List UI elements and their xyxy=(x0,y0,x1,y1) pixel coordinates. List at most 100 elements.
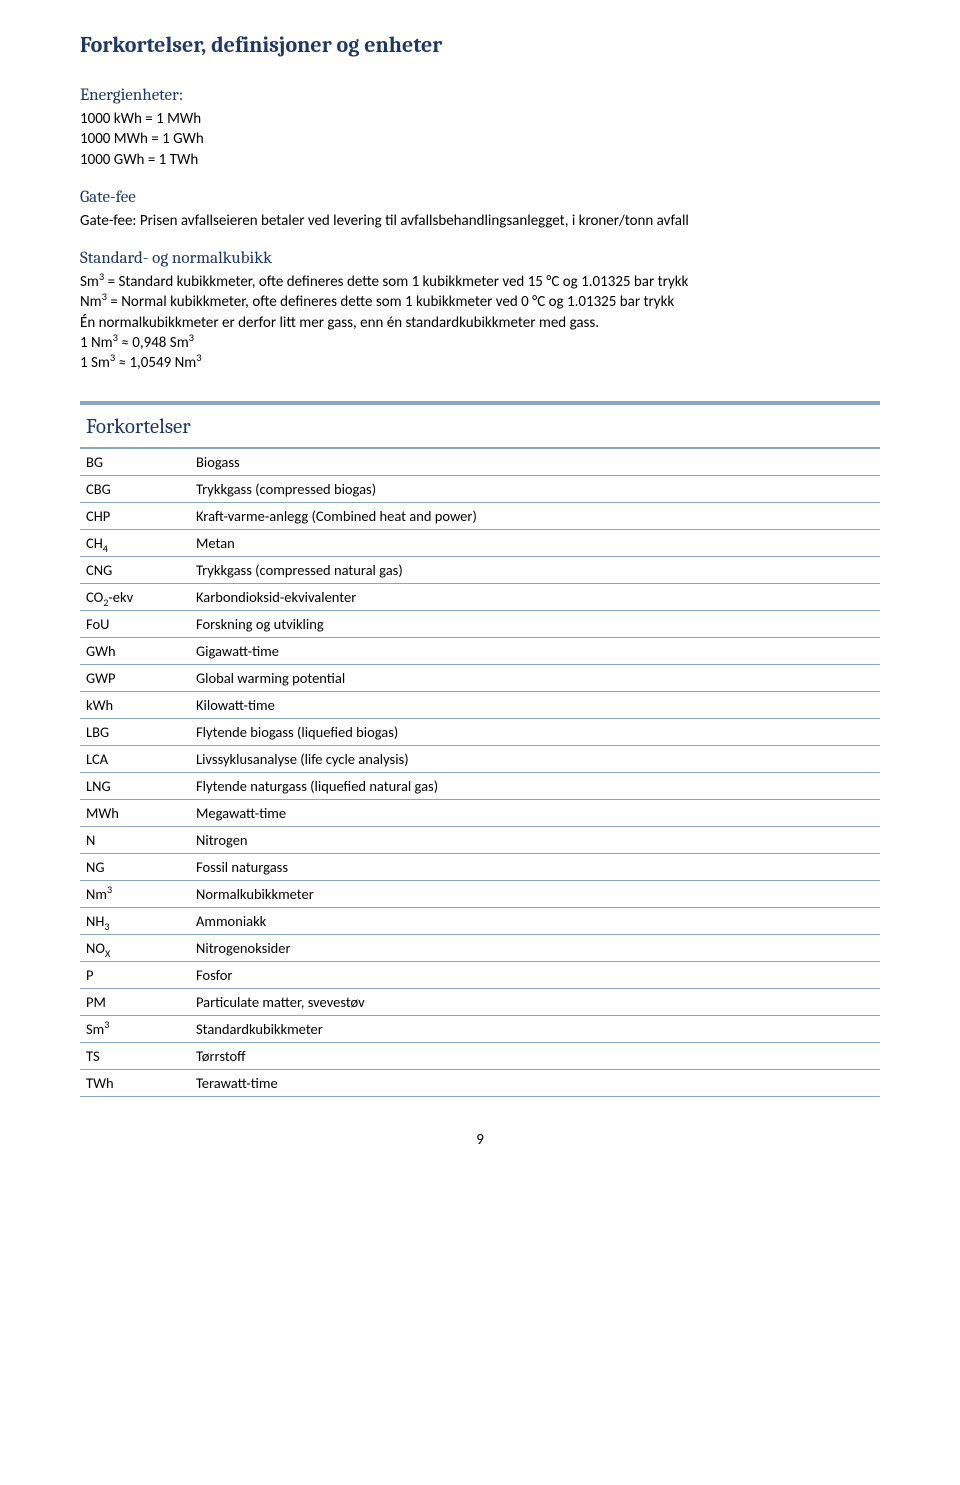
abbr-key: CHP xyxy=(80,503,190,530)
abbr-value: Ammoniakk xyxy=(190,908,880,935)
abbr-key: N xyxy=(80,827,190,854)
abbr-table-header: Forkortelser xyxy=(80,405,880,449)
text-fragment: = Standard kubikkmeter, ofte defineres d… xyxy=(104,273,688,291)
table-row: kWhKilowatt-time xyxy=(80,692,880,719)
energi-line: 1000 kWh = 1 MWh xyxy=(80,109,880,129)
abbr-value: Flytende naturgass (liquefied natural ga… xyxy=(190,773,880,800)
section-heading-gatefee: Gate-fee xyxy=(80,188,880,207)
text-fragment: = Normal kubikkmeter, ofte defineres det… xyxy=(107,293,674,311)
abbr-value: Standardkubikkmeter xyxy=(190,1016,880,1043)
abbr-key: CO2-ekv xyxy=(80,584,190,611)
text-fragment: 1 Sm xyxy=(80,354,110,372)
abbr-key: NH3 xyxy=(80,908,190,935)
abbr-value: Trykkgass (compressed natural gas) xyxy=(190,557,880,584)
abbr-value: Nitrogenoksider xyxy=(190,935,880,962)
table-row: LNGFlytende naturgass (liquefied natural… xyxy=(80,773,880,800)
abbr-value: Livssyklusanalyse (life cycle analysis) xyxy=(190,746,880,773)
table-row: CBGTrykkgass (compressed biogas) xyxy=(80,476,880,503)
abbr-key: NG xyxy=(80,854,190,881)
abbr-value: Flytende biogass (liquefied biogas) xyxy=(190,719,880,746)
kubikk-line-3: Én normalkubikkmeter er derfor litt mer … xyxy=(80,313,880,333)
table-row: TWhTerawatt-time xyxy=(80,1070,880,1097)
abbr-key: TWh xyxy=(80,1070,190,1097)
abbr-value: Fosfor xyxy=(190,962,880,989)
abbr-value: Terawatt-time xyxy=(190,1070,880,1097)
kubikk-line-2: Nm3 = Normal kubikkmeter, ofte defineres… xyxy=(80,292,880,312)
table-row: CH4Metan xyxy=(80,530,880,557)
abbr-value: Metan xyxy=(190,530,880,557)
abbr-value: Gigawatt-time xyxy=(190,638,880,665)
table-row: PFosfor xyxy=(80,962,880,989)
superscript: 3 xyxy=(196,351,201,364)
abbr-value: Kraft-varme-anlegg (Combined heat and po… xyxy=(190,503,880,530)
abbr-key: MWh xyxy=(80,800,190,827)
kubikk-line-5: 1 Sm3 ≈ 1,0549 Nm3 xyxy=(80,353,880,373)
abbr-key: LCA xyxy=(80,746,190,773)
abbr-key: P xyxy=(80,962,190,989)
abbr-key: NOX xyxy=(80,935,190,962)
table-row: LBGFlytende biogass (liquefied biogas) xyxy=(80,719,880,746)
table-row: GWPGlobal warming potential xyxy=(80,665,880,692)
energi-line: 1000 GWh = 1 TWh xyxy=(80,150,880,170)
energi-lines: 1000 kWh = 1 MWh 1000 MWh = 1 GWh 1000 G… xyxy=(80,109,880,170)
text-fragment: 1 Nm xyxy=(80,334,113,352)
table-row: Sm3Standardkubikkmeter xyxy=(80,1016,880,1043)
document-page: Forkortelser, definisjoner og enheter En… xyxy=(0,0,960,1189)
text-fragment: Sm xyxy=(80,273,99,291)
energi-line: 1000 MWh = 1 GWh xyxy=(80,129,880,149)
abbr-key: LBG xyxy=(80,719,190,746)
section-heading-energi: Energienheter: xyxy=(80,86,880,105)
abbr-key: LNG xyxy=(80,773,190,800)
table-row: Nm3Normalkubikkmeter xyxy=(80,881,880,908)
abbr-value: Forskning og utvikling xyxy=(190,611,880,638)
abbr-key: CNG xyxy=(80,557,190,584)
page-title: Forkortelser, definisjoner og enheter xyxy=(80,32,880,58)
table-row: CHPKraft-varme-anlegg (Combined heat and… xyxy=(80,503,880,530)
abbr-value: Normalkubikkmeter xyxy=(190,881,880,908)
table-row: BGBiogass xyxy=(80,449,880,476)
abbr-key: Sm3 xyxy=(80,1016,190,1043)
table-row: GWhGigawatt-time xyxy=(80,638,880,665)
abbr-value: Trykkgass (compressed biogas) xyxy=(190,476,880,503)
abbr-value: Global warming potential xyxy=(190,665,880,692)
abbr-value: Particulate matter, svevestøv xyxy=(190,989,880,1016)
abbr-key: PM xyxy=(80,989,190,1016)
page-number: 9 xyxy=(80,1131,880,1149)
abbr-key: CBG xyxy=(80,476,190,503)
abbr-value: Megawatt-time xyxy=(190,800,880,827)
table-row: CO2-ekvKarbondioksid-ekvivalenter xyxy=(80,584,880,611)
section-heading-kubikk: Standard- og normalkubikk xyxy=(80,249,880,268)
abbr-table: BGBiogassCBGTrykkgass (compressed biogas… xyxy=(80,449,880,1097)
table-row: NNitrogen xyxy=(80,827,880,854)
superscript: 3 xyxy=(189,331,194,344)
abbr-table-wrap: Forkortelser BGBiogassCBGTrykkgass (comp… xyxy=(80,401,880,1097)
table-row: MWhMegawatt-time xyxy=(80,800,880,827)
kubikk-line-1: Sm3 = Standard kubikkmeter, ofte definer… xyxy=(80,272,880,292)
table-row: NOXNitrogenoksider xyxy=(80,935,880,962)
abbr-value: Karbondioksid-ekvivalenter xyxy=(190,584,880,611)
text-fragment: ≈ 1,0549 Nm xyxy=(115,354,196,372)
abbr-table-title: Forkortelser xyxy=(86,415,191,439)
abbr-key: GWP xyxy=(80,665,190,692)
abbr-key: CH4 xyxy=(80,530,190,557)
table-row: FoUForskning og utvikling xyxy=(80,611,880,638)
table-row: TSTørrstoff xyxy=(80,1043,880,1070)
kubikk-text: Sm 3 = Standard kubikkmeter, ofte definer… xyxy=(80,272,880,373)
abbr-value: Nitrogen xyxy=(190,827,880,854)
text-fragment: Nm xyxy=(80,293,102,311)
abbr-key: kWh xyxy=(80,692,190,719)
table-row: PMParticulate matter, svevestøv xyxy=(80,989,880,1016)
abbr-value: Fossil naturgass xyxy=(190,854,880,881)
table-row: NH3Ammoniakk xyxy=(80,908,880,935)
abbr-value: Tørrstoff xyxy=(190,1043,880,1070)
table-row: CNGTrykkgass (compressed natural gas) xyxy=(80,557,880,584)
abbr-key: BG xyxy=(80,449,190,476)
abbr-key: FoU xyxy=(80,611,190,638)
abbr-value: Biogass xyxy=(190,449,880,476)
table-row: LCALivssyklusanalyse (life cycle analysi… xyxy=(80,746,880,773)
gatefee-text: Gate-fee: Prisen avfallseieren betaler v… xyxy=(80,211,880,231)
abbr-key: TS xyxy=(80,1043,190,1070)
text-fragment: ≈ 0,948 Sm xyxy=(118,334,189,352)
table-row: NGFossil naturgass xyxy=(80,854,880,881)
abbr-key: Nm3 xyxy=(80,881,190,908)
